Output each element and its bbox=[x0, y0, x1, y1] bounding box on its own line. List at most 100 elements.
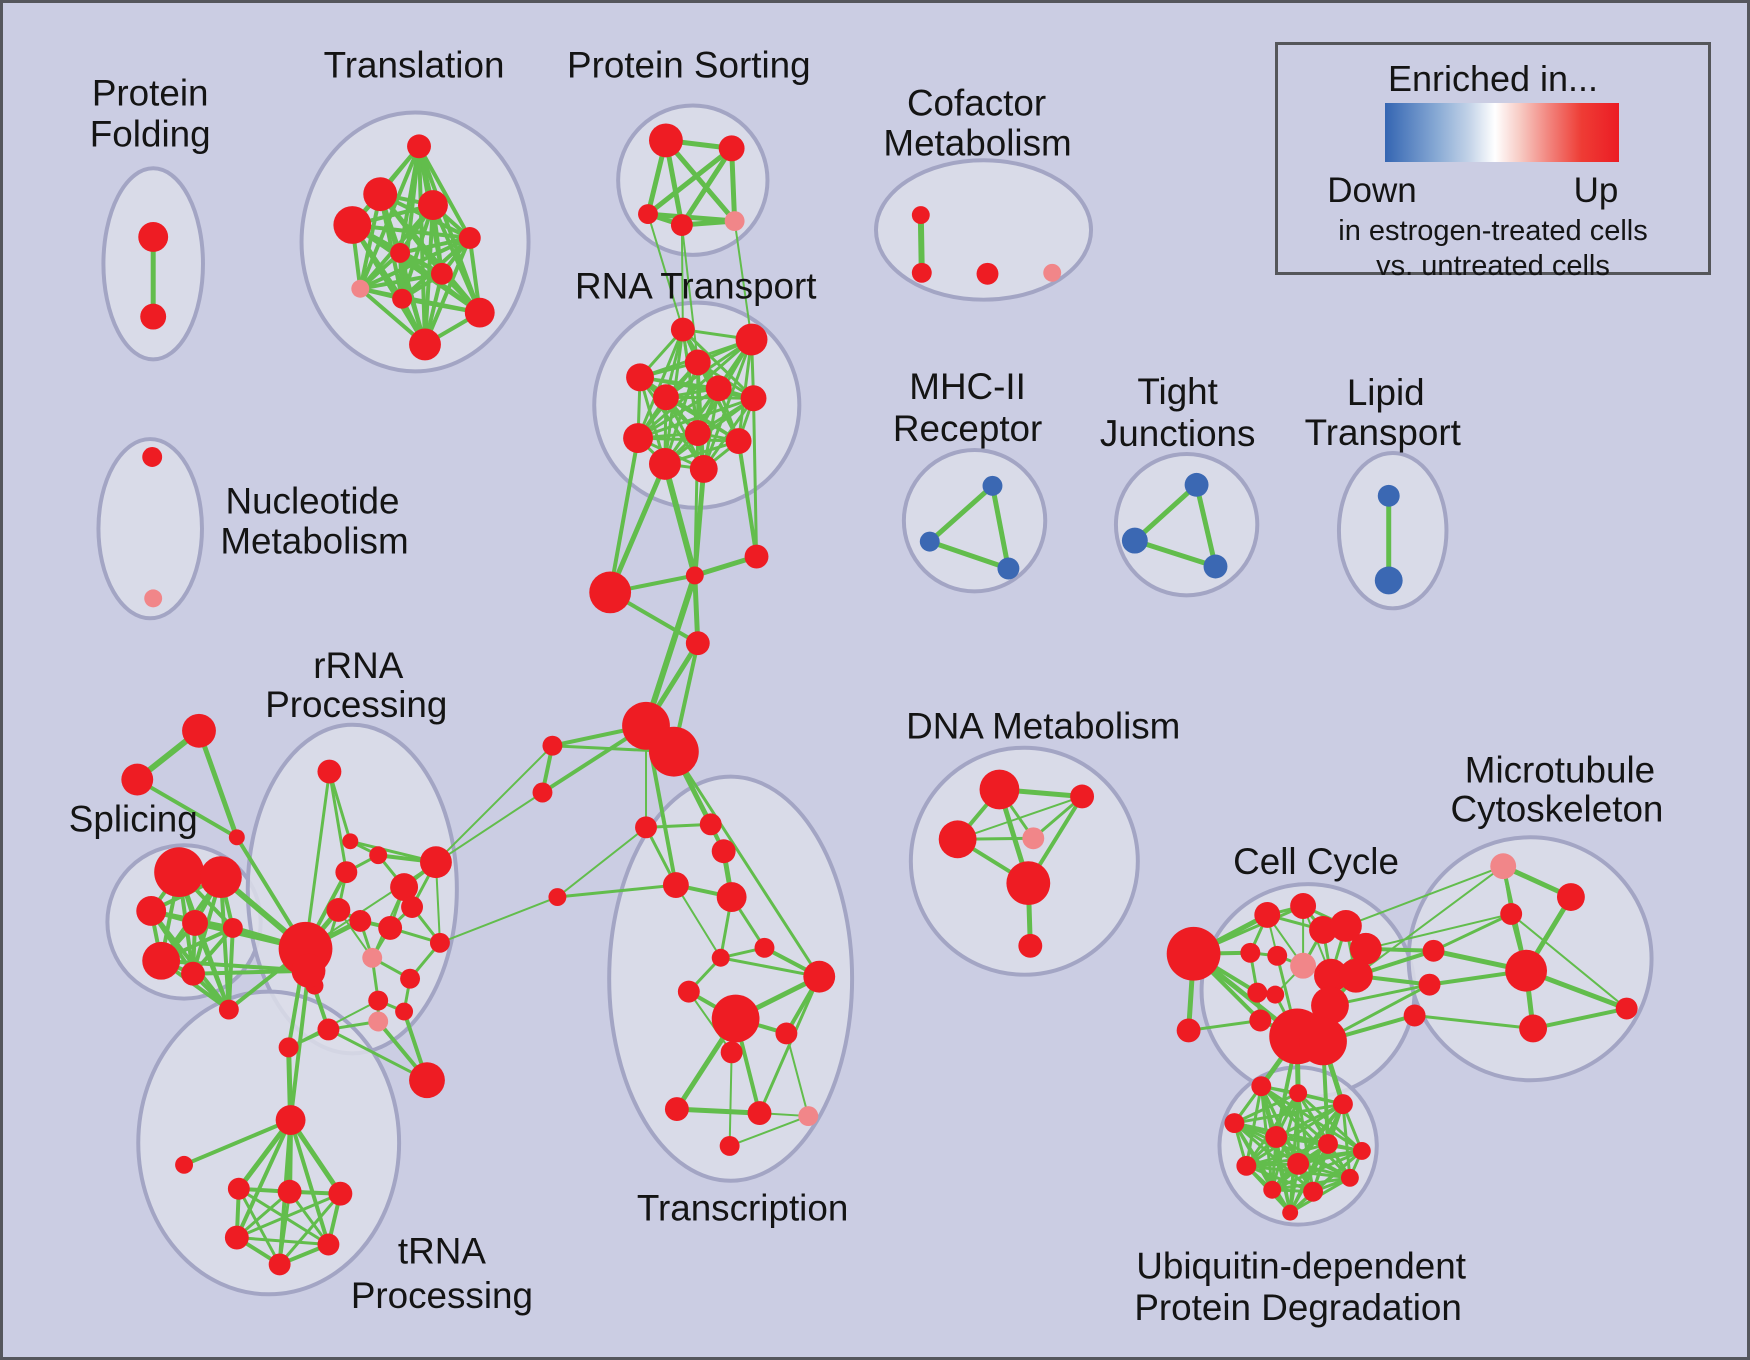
network-node-trna-processing[interactable] bbox=[317, 1233, 340, 1256]
network-node-cell-cycle[interactable] bbox=[1266, 985, 1285, 1004]
network-node-splicing[interactable] bbox=[182, 909, 208, 936]
network-node-dna-metabolism[interactable] bbox=[938, 820, 977, 859]
network-node-rna-transport[interactable] bbox=[725, 428, 752, 455]
network-node-translation[interactable] bbox=[407, 134, 431, 159]
network-node-translation[interactable] bbox=[464, 297, 495, 328]
network-node-splicing[interactable] bbox=[181, 961, 205, 986]
network-node-rna-transport[interactable] bbox=[652, 384, 679, 411]
network-node-rna-transport[interactable] bbox=[689, 454, 718, 483]
network-node-cell-cycle[interactable] bbox=[1290, 893, 1317, 919]
network-node-rrna-processing[interactable] bbox=[368, 990, 389, 1011]
network-node-translation[interactable] bbox=[409, 328, 441, 361]
network-node-cell-cycle[interactable] bbox=[1247, 982, 1268, 1003]
network-node-mhc-ii-receptor[interactable] bbox=[919, 531, 940, 552]
network-node-connectors[interactable] bbox=[542, 735, 563, 756]
network-node-cell-cycle[interactable] bbox=[1290, 952, 1317, 979]
network-node-rrna-processing[interactable] bbox=[317, 759, 342, 784]
network-node-translation[interactable] bbox=[458, 227, 481, 249]
network-node-protein-folding[interactable] bbox=[138, 222, 169, 252]
network-node-translation[interactable] bbox=[418, 190, 448, 221]
network-node-rrna-processing[interactable] bbox=[420, 846, 452, 879]
network-node-ubiquitin-dependent-protein-degradation[interactable] bbox=[1352, 1141, 1371, 1160]
network-node-microtubule-cytoskeleton[interactable] bbox=[1500, 903, 1523, 925]
network-node-trna-processing[interactable] bbox=[328, 1181, 353, 1206]
network-node-cell-cycle[interactable] bbox=[1403, 1004, 1426, 1027]
network-node-protein-sorting[interactable] bbox=[649, 123, 683, 158]
network-node-rrna-processing[interactable] bbox=[317, 1018, 340, 1041]
network-node-dna-metabolism[interactable] bbox=[1070, 784, 1095, 809]
network-node-transcription[interactable] bbox=[677, 980, 700, 1003]
network-node-translation[interactable] bbox=[333, 206, 372, 244]
network-node-ubiquitin-dependent-protein-degradation[interactable] bbox=[1224, 1113, 1245, 1133]
network-node-cell-cycle[interactable] bbox=[1240, 942, 1261, 963]
network-node-tight-junctions[interactable] bbox=[1203, 554, 1228, 579]
network-node-microtubule-cytoskeleton[interactable] bbox=[1615, 997, 1638, 1020]
network-node-translation[interactable] bbox=[390, 242, 411, 263]
network-node-cell-cycle[interactable] bbox=[1349, 932, 1382, 965]
network-node-lipid-transport[interactable] bbox=[1374, 566, 1403, 595]
network-node-rrna-processing[interactable] bbox=[362, 947, 383, 968]
network-node-rna-transport[interactable] bbox=[626, 363, 654, 392]
network-node-rrna-processing[interactable] bbox=[369, 846, 388, 865]
network-node-connectors[interactable] bbox=[228, 829, 245, 846]
network-node-transcription[interactable] bbox=[716, 882, 747, 912]
network-node-ubiquitin-dependent-protein-degradation[interactable] bbox=[1282, 1204, 1299, 1221]
network-node-cell-cycle[interactable] bbox=[1338, 958, 1373, 993]
network-node-cofactor-metabolism[interactable] bbox=[976, 262, 999, 285]
network-node-connectors[interactable] bbox=[548, 888, 567, 906]
network-node-connectors[interactable] bbox=[121, 763, 154, 796]
network-node-dna-metabolism[interactable] bbox=[1006, 861, 1051, 906]
network-node-rna-transport[interactable] bbox=[684, 420, 711, 447]
network-node-lipid-transport[interactable] bbox=[1377, 484, 1400, 507]
network-node-rrna-processing[interactable] bbox=[368, 1011, 389, 1032]
network-node-connectors[interactable] bbox=[649, 726, 699, 777]
network-node-translation[interactable] bbox=[351, 279, 370, 298]
network-node-transcription[interactable] bbox=[711, 948, 730, 967]
network-node-rrna-processing[interactable] bbox=[326, 898, 351, 922]
network-node-cell-cycle[interactable] bbox=[1418, 973, 1441, 996]
network-node-cofactor-metabolism[interactable] bbox=[911, 262, 932, 283]
network-node-tight-junctions[interactable] bbox=[1121, 527, 1148, 554]
network-node-transcription[interactable] bbox=[662, 872, 689, 899]
network-node-transcription[interactable] bbox=[711, 994, 760, 1043]
network-node-ubiquitin-dependent-protein-degradation[interactable] bbox=[1251, 1076, 1272, 1097]
network-node-transcription[interactable] bbox=[719, 1135, 740, 1156]
network-node-transcription[interactable] bbox=[699, 813, 722, 836]
network-node-cell-cycle[interactable] bbox=[1299, 1017, 1347, 1066]
network-node-cofactor-metabolism[interactable] bbox=[911, 206, 930, 225]
network-node-mhc-ii-receptor[interactable] bbox=[997, 557, 1020, 580]
network-node-nucleotide-metabolism[interactable] bbox=[144, 589, 163, 608]
network-node-nucleotide-metabolism[interactable] bbox=[142, 447, 163, 467]
network-node-connectors[interactable] bbox=[291, 953, 326, 988]
network-node-translation[interactable] bbox=[363, 177, 398, 212]
network-node-splicing[interactable] bbox=[218, 999, 239, 1020]
network-node-trna-processing[interactable] bbox=[277, 1179, 302, 1204]
network-node-rrna-processing[interactable] bbox=[395, 1002, 414, 1021]
network-node-rrna-processing[interactable] bbox=[400, 968, 421, 989]
network-node-trna-processing[interactable] bbox=[224, 1225, 249, 1250]
network-node-tight-junctions[interactable] bbox=[1184, 472, 1209, 497]
network-node-connectors[interactable] bbox=[685, 566, 704, 585]
network-node-translation[interactable] bbox=[430, 262, 453, 285]
network-node-splicing[interactable] bbox=[154, 847, 204, 898]
network-node-microtubule-cytoskeleton[interactable] bbox=[1556, 883, 1585, 911]
network-node-cell-cycle[interactable] bbox=[1311, 986, 1349, 1025]
network-node-cell-cycle[interactable] bbox=[1267, 945, 1288, 966]
network-node-splicing[interactable] bbox=[142, 941, 181, 980]
network-node-trna-processing[interactable] bbox=[227, 1177, 250, 1200]
network-node-rna-transport[interactable] bbox=[649, 448, 681, 480]
network-node-cell-cycle[interactable] bbox=[1314, 958, 1348, 993]
network-node-splicing[interactable] bbox=[136, 896, 167, 926]
network-node-ubiquitin-dependent-protein-degradation[interactable] bbox=[1289, 1084, 1308, 1103]
network-node-microtubule-cytoskeleton[interactable] bbox=[1490, 853, 1517, 880]
network-node-ubiquitin-dependent-protein-degradation[interactable] bbox=[1318, 1133, 1338, 1154]
network-node-trna-processing[interactable] bbox=[275, 1105, 306, 1135]
network-node-transcription[interactable] bbox=[754, 937, 775, 958]
network-node-connectors[interactable] bbox=[532, 782, 553, 803]
network-node-cell-cycle[interactable] bbox=[1422, 939, 1445, 962]
network-node-dna-metabolism[interactable] bbox=[979, 769, 1020, 810]
network-node-rrna-processing[interactable] bbox=[390, 873, 419, 902]
network-node-rna-transport[interactable] bbox=[735, 323, 768, 356]
network-node-microtubule-cytoskeleton[interactable] bbox=[1519, 1014, 1548, 1043]
network-node-splicing[interactable] bbox=[222, 917, 243, 938]
